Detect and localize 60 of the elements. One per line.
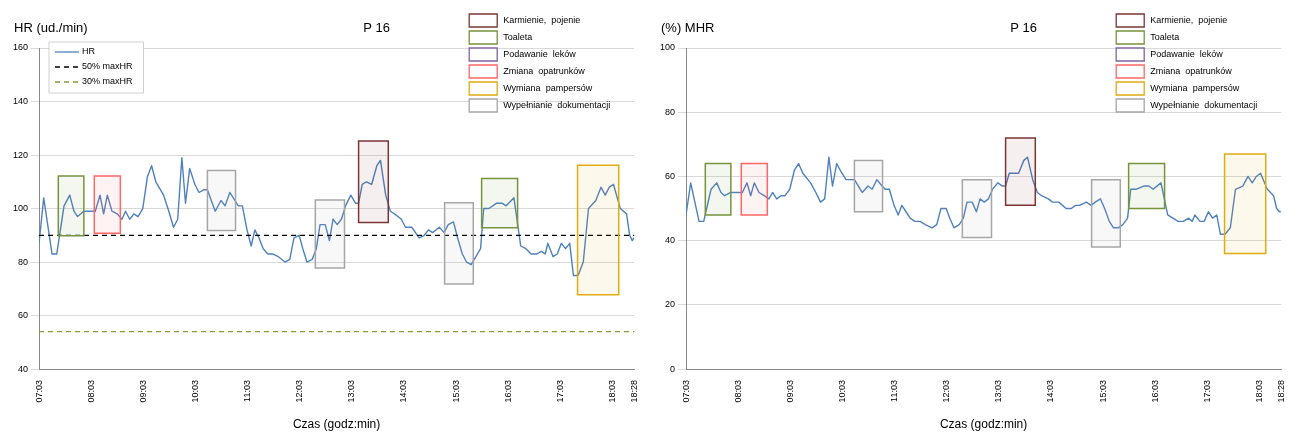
x-tick-label: 10:03 (189, 380, 200, 403)
legend-label: Wymiana pampersów (503, 83, 593, 94)
legend-label: Karmienie, pojenie (503, 15, 581, 26)
x-tick-label: 12:03 (941, 380, 952, 403)
x-tick-label: 13:03 (346, 380, 357, 403)
x-tick-label: 15:03 (450, 380, 461, 403)
chart-title: P 16 (363, 19, 390, 35)
legend-label: Toaleta (503, 32, 533, 43)
x-tick-label: 15:03 (1097, 380, 1108, 403)
x-tick-label: 12:03 (294, 380, 305, 403)
y-tick-label: 0 (670, 363, 676, 374)
x-tick-label: 18:03 (1253, 380, 1264, 403)
chart-title: P 16 (1010, 19, 1037, 35)
legend-label: Karmienie, pojenie (1150, 15, 1228, 26)
legend-label: 30% maxHR (82, 76, 134, 87)
y-tick-label: 80 (665, 106, 676, 117)
x-tick-label: 11:03 (242, 380, 253, 402)
x-tick-label: 08:03 (85, 380, 96, 403)
x-tick-label: 11:03 (889, 380, 900, 402)
y-axis-title: HR (ud./min) (14, 19, 88, 35)
x-tick-label: 07:03 (680, 380, 691, 403)
legend-label: Zmiana opatrunków (1150, 66, 1233, 77)
y-tick-label: 100 (659, 42, 676, 53)
x-tick-label: 09:03 (137, 380, 148, 403)
y-tick-label: 40 (18, 363, 29, 374)
x-tick-label: 16:03 (1149, 380, 1160, 403)
y-tick-label: 120 (12, 149, 29, 160)
legend-label: Wymiana pampersów (1150, 83, 1240, 94)
x-tick-label: 13:03 (993, 380, 1004, 403)
legend-label: Wypełnianie dokumentacji (1150, 100, 1258, 111)
legend-label: Podawanie leków (503, 49, 577, 60)
legend-label: Zmiana opatrunków (503, 66, 586, 77)
x-axis-title: Czas (godz:min) (292, 417, 381, 432)
y-tick-label: 40 (665, 235, 676, 246)
x-axis-title: Czas (godz:min) (939, 417, 1028, 432)
legend-label: Wypełnianie dokumentacji (503, 100, 611, 111)
y-tick-label: 60 (18, 310, 29, 321)
x-tick-label: 18:03 (606, 380, 617, 403)
legend-label: HR (82, 46, 96, 57)
x-tick-label: 18:28 (1275, 380, 1286, 403)
y-tick-label: 60 (665, 170, 676, 181)
y-tick-label: 160 (12, 42, 29, 53)
legend-label: 50% maxHR (82, 61, 134, 72)
x-tick-label: 17:03 (1201, 380, 1212, 403)
legend-label: Podawanie leków (1150, 49, 1224, 60)
x-tick-label: 14:03 (398, 380, 409, 403)
y-tick-label: 140 (12, 96, 29, 106)
x-tick-label: 14:03 (1045, 380, 1056, 403)
y-tick-label: 100 (12, 203, 29, 214)
x-tick-label: 09:03 (784, 380, 795, 403)
legend-label: Toaleta (1150, 32, 1180, 43)
x-tick-label: 16:03 (502, 380, 513, 403)
x-tick-label: 08:03 (732, 380, 743, 403)
x-tick-label: 18:28 (628, 380, 639, 403)
y-tick-label: 20 (665, 299, 676, 310)
y-axis-title: (%) MHR (661, 19, 715, 35)
x-tick-label: 17:03 (554, 380, 565, 403)
y-tick-label: 80 (18, 256, 29, 267)
x-tick-label: 07:03 (33, 380, 44, 403)
x-tick-label: 10:03 (836, 380, 847, 403)
